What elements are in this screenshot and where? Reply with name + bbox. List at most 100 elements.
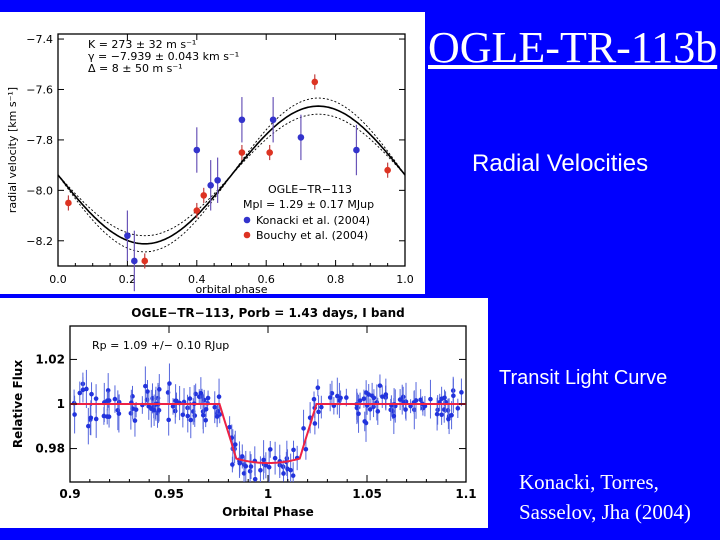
lc-data-point — [319, 404, 324, 410]
lc-y-axis-label: Relative Flux — [11, 360, 25, 448]
lc-data-point — [442, 395, 447, 401]
bouchy-data-point — [266, 149, 273, 156]
lc-data-point — [459, 390, 464, 395]
konacki-data-point — [238, 116, 246, 124]
lc-data-point — [403, 407, 408, 412]
lc-data-point — [80, 387, 86, 393]
lc-data-point — [101, 413, 107, 419]
bouchy-data-point — [200, 192, 208, 199]
lc-data-point — [89, 391, 94, 397]
lc-data-point — [418, 397, 423, 403]
lc-data-point — [446, 416, 451, 422]
lc-data-point — [146, 404, 152, 409]
lc-data-point — [357, 398, 363, 403]
lc-data-point — [379, 394, 385, 399]
rv-planet-label: OGLE−TR−113 — [268, 183, 352, 196]
lc-data-point — [200, 412, 206, 418]
lc-data-point — [145, 389, 150, 394]
lc-data-point — [428, 396, 433, 402]
rv-fit-parameter: γ = −7.939 ± 0.043 km s⁻¹ — [88, 50, 239, 63]
lc-data-point — [252, 476, 258, 482]
bouchy-data-point — [141, 257, 149, 265]
lc-data-point — [187, 396, 193, 401]
rv-x-tick-label: 0.2 — [119, 273, 137, 286]
transit-light-curve-panel: OGLE−TR−113, Porb = 1.43 days, I band 0.9… — [0, 298, 488, 528]
lc-data-point — [84, 386, 89, 392]
lc-y-tick-label: 1 — [57, 397, 65, 411]
lc-data-point — [239, 454, 245, 459]
legend-bouchy-marker — [243, 231, 251, 239]
lc-data-point — [77, 390, 83, 396]
lc-data-point — [329, 390, 335, 396]
lc-data-point — [315, 385, 321, 391]
lc-data-point — [248, 464, 254, 469]
konacki-data-point — [193, 146, 201, 154]
lc-data-point — [377, 383, 383, 388]
lc-data-point — [132, 418, 138, 423]
lc-data-point — [247, 468, 253, 474]
lc-data-point — [173, 398, 178, 404]
lc-data-point — [397, 397, 403, 402]
lc-x-tick-label: 1.1 — [455, 487, 476, 501]
bouchy-data-point — [311, 78, 319, 86]
lc-data-point — [451, 393, 456, 399]
lc-data-point — [361, 396, 367, 401]
lc-data-point — [214, 414, 220, 419]
lc-data-point — [272, 455, 278, 461]
konacki-data-point — [353, 146, 360, 154]
lc-data-point — [170, 404, 176, 409]
lc-data-point — [151, 407, 157, 413]
rv-fit-parameter: K = 273 ± 32 m s⁻¹ — [88, 38, 196, 51]
rv-x-axis-label: orbital phase — [195, 283, 267, 294]
legend-bouchy-label: Bouchy et al. (2004) — [256, 229, 368, 242]
lc-data-point — [156, 407, 162, 413]
bouchy-data-point — [384, 166, 391, 174]
lc-data-point — [435, 407, 440, 413]
lc-data-point — [212, 404, 218, 410]
lc-data-point — [261, 457, 266, 463]
lc-x-axis-label: Orbital Phase — [222, 505, 314, 519]
lc-data-point — [72, 412, 77, 417]
lc-data-point — [133, 407, 139, 412]
lc-data-point — [449, 412, 454, 418]
bouchy-data-point — [193, 207, 201, 214]
transit-light-curve-label: Transit Light Curve — [499, 367, 668, 389]
lc-data-point — [243, 463, 249, 469]
lc-transit-model — [70, 403, 466, 465]
lc-data-point — [290, 473, 296, 478]
lc-chart-title: OGLE−TR−113, Porb = 1.43 days, I band — [131, 306, 404, 320]
lc-data-point — [434, 411, 440, 417]
konacki-data-point — [297, 134, 305, 141]
lc-data-point — [105, 388, 111, 393]
lc-x-tick-label: 0.95 — [154, 487, 184, 501]
radial-velocity-panel: 0.0 0.2 0.4 0.6 0.8 1.0 −7.4 −7.6 −7.8 −8.0 −8.2 or… — [0, 12, 425, 294]
lc-data-point — [267, 447, 273, 452]
lc-data-point — [327, 395, 333, 400]
radial-velocities-label: Radial Velocities — [472, 150, 649, 177]
lc-data-point — [335, 393, 340, 399]
rv-x-tick-label: 1.0 — [396, 273, 414, 286]
rv-y-tick-label: −8.0 — [26, 184, 53, 197]
lc-data-point — [166, 417, 171, 423]
lc-data-point — [227, 424, 232, 430]
rv-y-tick-label: −8.2 — [26, 235, 53, 248]
rv-y-axis-label: radial velocity [km s⁻¹] — [6, 87, 19, 213]
rv-x-tick-label: 0.6 — [257, 273, 275, 286]
lc-data-point — [301, 426, 306, 431]
legend-konacki-marker — [243, 216, 251, 224]
lc-data-point — [230, 462, 235, 467]
lc-x-tick-label: 0.9 — [59, 487, 80, 501]
radial-velocity-chart: 0.0 0.2 0.4 0.6 0.8 1.0 −7.4 −7.6 −7.8 −8.0 −8.2 or… — [6, 33, 414, 294]
lc-data-point — [408, 403, 413, 409]
lc-data-point — [371, 404, 376, 410]
lc-data-point — [203, 418, 208, 423]
citation-line-1: Konacki, Torres, — [519, 470, 659, 494]
lc-planet-radius: Rp = 1.09 +/− 0.10 RJup — [92, 339, 229, 352]
lc-data-point — [291, 447, 296, 453]
lc-data-point — [420, 405, 426, 411]
transit-light-curve-chart: OGLE−TR−113, Porb = 1.43 days, I band 0.9… — [11, 306, 477, 519]
lc-x-tick-label: 1 — [264, 487, 272, 501]
rv-y-tick-label: −7.4 — [26, 33, 53, 46]
lc-radius-label-bg — [88, 336, 294, 353]
lc-data-point — [143, 383, 148, 389]
